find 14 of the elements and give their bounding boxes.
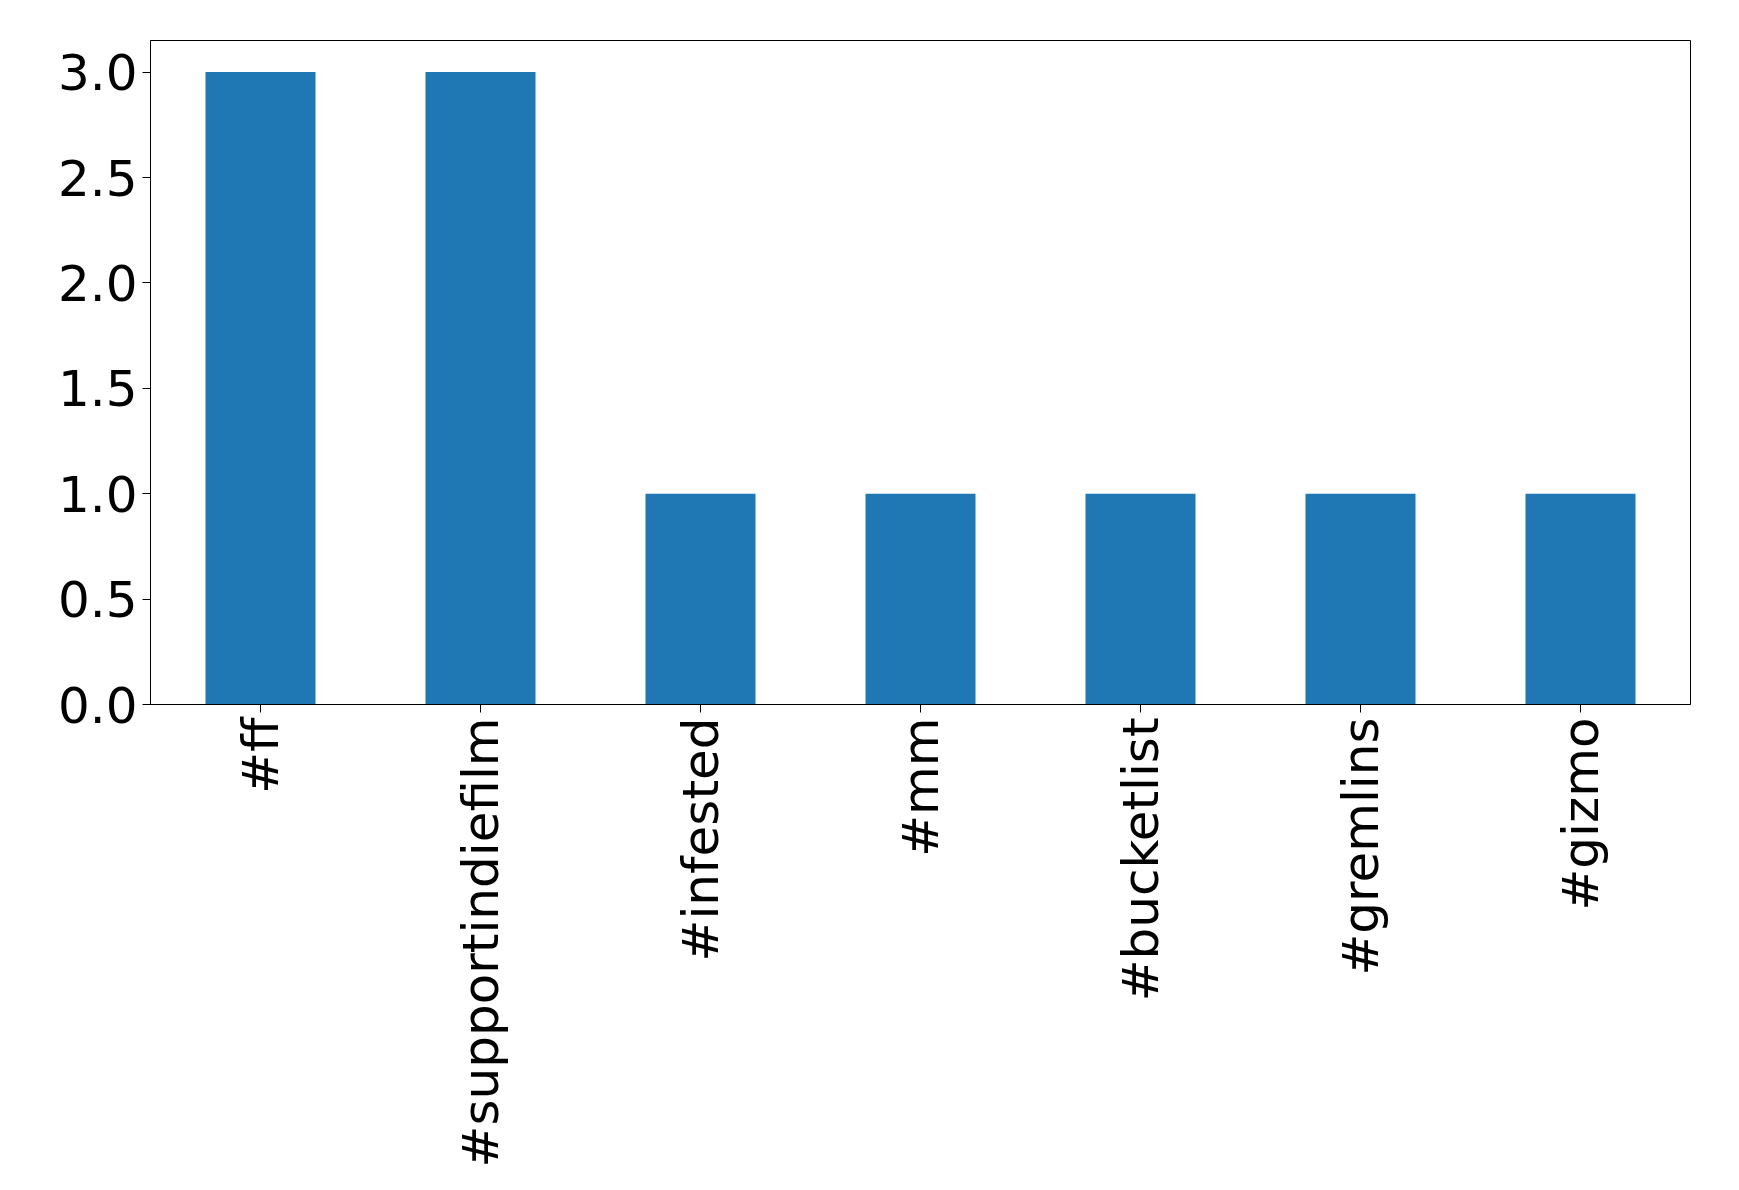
y-tick-label: 2.5 [57,149,138,208]
y-tick-label: 0.0 [57,676,138,735]
y-tick-label: 1.5 [57,360,138,419]
x-tick-label: #ff [231,715,290,794]
y-tick-label: 3.0 [57,44,138,103]
y-tick-label: 2.0 [57,254,138,313]
x-tick-label: #gremlins [1331,717,1390,976]
x-tick-label: #bucketlist [1111,717,1170,1002]
y-tick-label: 0.5 [57,571,138,630]
x-tick-label: #gizmo [1551,717,1610,911]
x-tick-label: #supportindiefilm [451,717,510,1168]
y-tick-label: 1.0 [57,465,138,524]
x-tick-label: #mm [891,717,950,857]
x-tick-label: #infested [671,717,730,962]
